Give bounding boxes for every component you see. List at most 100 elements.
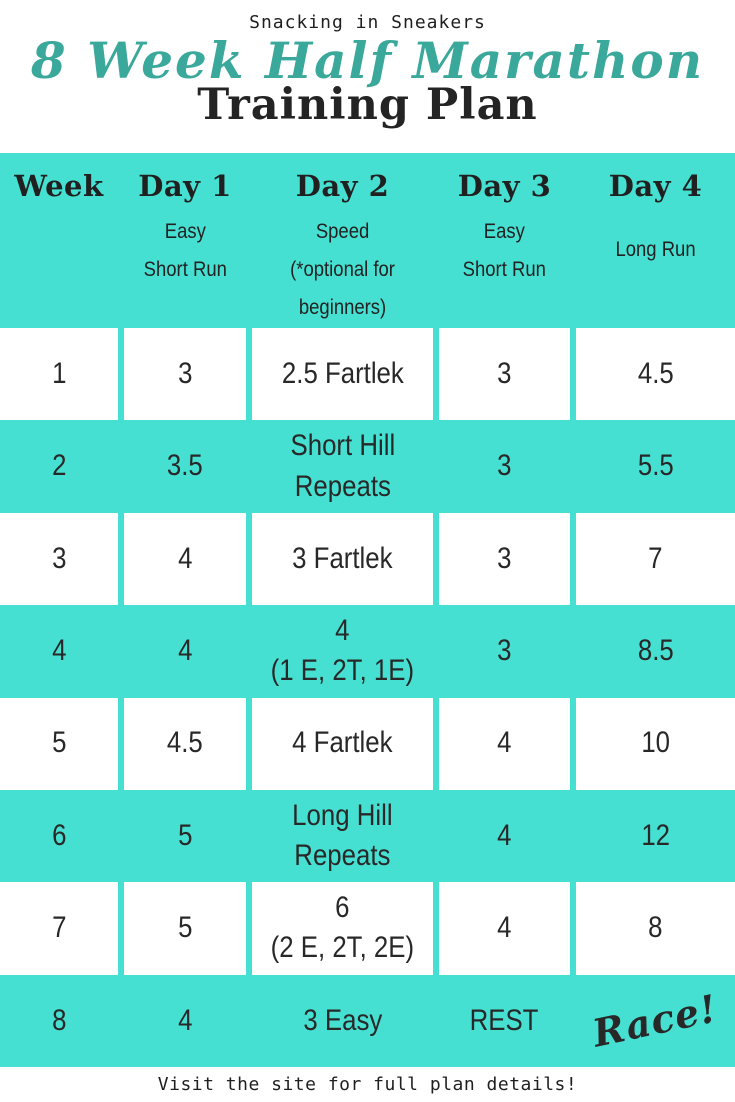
cell-r3-day1: 4 — [124, 512, 246, 606]
cell-r1-day3: 3 — [439, 328, 570, 421]
cell-value: 4 Fartlek — [292, 726, 393, 760]
cell-r1-day2: 2.5 Fartlek — [252, 328, 433, 421]
cell-value: 4 — [177, 541, 193, 575]
cell-r8-week: 8 — [0, 975, 118, 1067]
cell-value: 8 — [648, 911, 663, 945]
cell-value: 7 — [648, 541, 663, 575]
cell-value: 3 — [497, 541, 512, 575]
cell-value: 4 — [177, 634, 193, 668]
page-title: Training Plan — [197, 79, 538, 130]
cell-value: 2.5 Fartlek — [281, 356, 404, 390]
title-script: 8 Week Half Marathon — [30, 31, 705, 90]
cell-value: 3 — [497, 356, 512, 390]
column-subtitle: Speed (*optional for beginners) — [290, 220, 395, 319]
cell-r1-day1: 3 — [124, 328, 246, 421]
cell-value: 3 — [177, 356, 193, 390]
cell-value: 4 — [497, 818, 512, 852]
cell-r6-day1: 5 — [124, 790, 246, 882]
cell-r4-day4: 8.5 — [576, 605, 735, 697]
cell-value: 10 — [641, 726, 670, 760]
cell-value: 5 — [51, 726, 67, 760]
cell-r5-day2: 4 Fartlek — [252, 697, 433, 790]
cell-value: 4 — [177, 1003, 193, 1037]
cell-r6-day2: Long Hill Repeats — [252, 790, 433, 882]
cell-value: 4 — [497, 726, 512, 760]
cell-r4-day1: 4 — [124, 605, 246, 697]
column-header-day3: Day 3 Easy Short Run — [439, 153, 570, 328]
cell-r7-day2: 6 (2 E, 2T, 2E) — [252, 882, 433, 975]
cell-value: 7 — [51, 911, 67, 945]
column-subtitle: Easy Short Run — [143, 220, 227, 281]
cell-r8-day4-race: Race! — [576, 975, 735, 1067]
cell-value: 4 — [497, 911, 512, 945]
cell-r2-week: 2 — [0, 420, 118, 512]
column-header-week: Week — [0, 153, 118, 328]
cell-value: 3.5 — [167, 449, 203, 483]
cell-r5-week: 5 — [0, 697, 118, 790]
column-label: Day 4 — [608, 169, 703, 203]
cell-r2-day3: 3 — [439, 420, 570, 512]
column-header-day4: Day 4 Long Run — [576, 153, 735, 328]
cell-value: 3 Easy — [303, 1003, 382, 1037]
column-label: Week — [14, 169, 104, 203]
cell-r8-day1: 4 — [124, 975, 246, 1067]
column-label: Day 3 — [457, 169, 552, 203]
site-name: Snacking in Sneakers — [249, 12, 486, 33]
cell-value: 4 (1 E, 2T, 1E) — [270, 613, 415, 688]
cell-value: 5 — [177, 911, 193, 945]
cell-r5-day3: 4 — [439, 697, 570, 790]
cell-value: 12 — [641, 818, 670, 852]
cell-r2-day4: 5.5 — [576, 420, 735, 512]
cell-value: 5 — [177, 818, 193, 852]
cell-r7-day4: 8 — [576, 882, 735, 975]
cell-r5-day4: 10 — [576, 697, 735, 790]
column-header-day1: Day 1 Easy Short Run — [124, 153, 246, 328]
cell-value: 3 Fartlek — [292, 541, 393, 575]
cell-r7-day1: 5 — [124, 882, 246, 975]
cell-r4-week: 4 — [0, 605, 118, 697]
column-label: Day 1 — [138, 169, 232, 203]
cell-r7-week: 7 — [0, 882, 118, 975]
cell-value: 2 — [51, 449, 67, 483]
footer-note: Visit the site for full plan details! — [157, 1074, 578, 1095]
cell-r8-day3: REST — [439, 975, 570, 1067]
cell-r7-day3: 4 — [439, 882, 570, 975]
column-label: Day 2 — [295, 169, 390, 203]
cell-r3-day4: 7 — [576, 512, 735, 606]
cell-value: Short Hill Repeats — [290, 429, 395, 503]
column-header-day2: Day 2 Speed (*optional for beginners) — [252, 153, 433, 328]
cell-value: 6 (2 E, 2T, 2E) — [270, 890, 415, 965]
cell-r6-day4: 12 — [576, 790, 735, 882]
cell-value: 3 — [51, 541, 67, 575]
masthead: Snacking in Sneakers 8 Week Half Maratho… — [0, 0, 735, 153]
cell-r3-day2: 3 Fartlek — [252, 512, 433, 606]
cell-r6-day3: 4 — [439, 790, 570, 882]
cell-value: 8 — [51, 1003, 67, 1037]
cell-value: 1 — [51, 356, 67, 390]
training-plan-table: Week Day 1 Easy Short Run Day 2 Speed (*… — [0, 153, 735, 1067]
cell-value: 4 — [51, 634, 67, 668]
cell-r4-day2: 4 (1 E, 2T, 1E) — [252, 605, 433, 697]
cell-r2-day2: Short Hill Repeats — [252, 420, 433, 512]
cell-r6-week: 6 — [0, 790, 118, 882]
cell-value: 4.5 — [637, 356, 674, 390]
cell-value: 4.5 — [167, 726, 203, 760]
cell-r3-day3: 3 — [439, 512, 570, 606]
race-label: Race! — [589, 985, 722, 1056]
cell-value: REST — [470, 1003, 539, 1037]
cell-r3-week: 3 — [0, 512, 118, 606]
cell-r8-day2: 3 Easy — [252, 975, 433, 1067]
cell-value: 3 — [497, 634, 512, 668]
cell-value: 6 — [51, 818, 67, 852]
cell-value: 8.5 — [637, 634, 674, 668]
cell-value: 3 — [497, 449, 512, 483]
cell-r1-day4: 4.5 — [576, 328, 735, 421]
column-subtitle: Long Run — [615, 238, 696, 261]
cell-r5-day1: 4.5 — [124, 697, 246, 790]
cell-value: 5.5 — [637, 449, 674, 483]
cell-r1-week: 1 — [0, 328, 118, 421]
column-subtitle: Easy Short Run — [462, 220, 547, 281]
cell-r2-day1: 3.5 — [124, 420, 246, 512]
cell-value: Long Hill Repeats — [292, 798, 393, 873]
cell-r4-day3: 3 — [439, 605, 570, 697]
